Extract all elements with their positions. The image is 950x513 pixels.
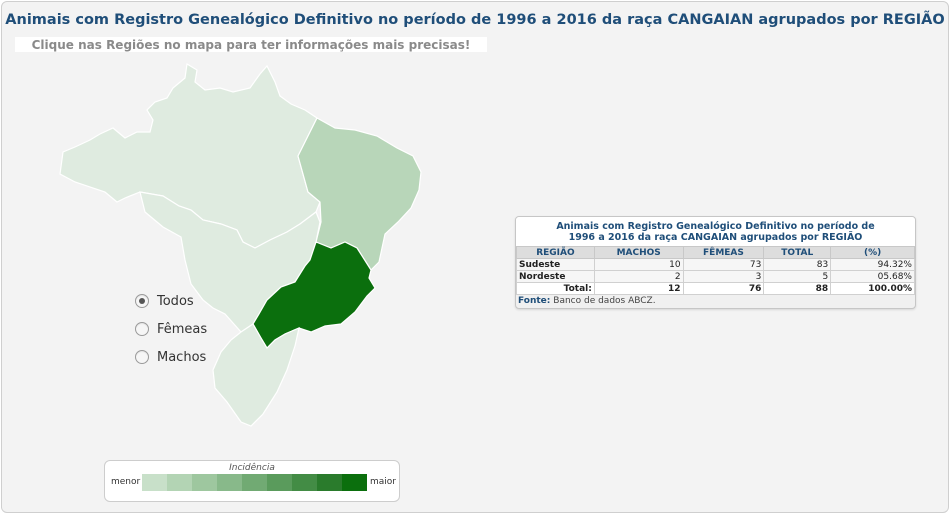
col-header-machos: MACHOS [593, 246, 684, 259]
filter-option-femeas[interactable]: Fêmeas [135, 315, 207, 343]
cell-machos: 10 [593, 258, 684, 271]
region-data-panel: Animais com Registro Genealógico Definit… [515, 216, 916, 309]
page-subtitle: Clique nas Regiões no mapa para ter info… [31, 38, 471, 52]
radio-todos[interactable] [135, 294, 149, 308]
subtitle-bar [15, 37, 487, 52]
col-header-regiao: REGIÃO [516, 246, 595, 259]
legend-swatch [292, 474, 317, 491]
legend-color-scale [142, 474, 367, 491]
legend-swatch [167, 474, 192, 491]
data-source: Fonte: Banco de dados ABCZ. [516, 295, 915, 307]
total-total: 88 [763, 282, 832, 295]
legend-title: Incidência [229, 463, 275, 473]
table-total-row: Total: 12 76 88 100.00% [516, 282, 915, 295]
region-table: REGIÃO MACHOS FÊMEAS TOTAL (%) Sudeste 1… [516, 246, 915, 295]
incidence-legend: Incidência menor maior [104, 460, 400, 502]
radio-label-femeas: Fêmeas [157, 321, 208, 337]
table-header-row: REGIÃO MACHOS FÊMEAS TOTAL (%) [516, 246, 915, 259]
region-sul[interactable] [212, 323, 300, 427]
cell-machos: 2 [593, 270, 684, 283]
cell-pct: 94.32% [830, 258, 915, 271]
cell-femeas: 73 [682, 258, 765, 271]
filter-option-todos[interactable]: Todos [135, 287, 207, 315]
total-label: Total: [516, 282, 595, 295]
total-machos: 12 [593, 282, 684, 295]
legend-swatch [242, 474, 267, 491]
col-header-total: TOTAL [763, 246, 832, 259]
legend-swatch [267, 474, 292, 491]
cell-pct: 05.68% [830, 270, 915, 283]
legend-max-label: maior [370, 477, 396, 487]
cell-total: 5 [763, 270, 832, 283]
page-title: Animais com Registro Genealógico Definit… [5, 12, 945, 28]
radio-femeas[interactable] [135, 322, 149, 336]
panel-title: Animais com Registro Genealógico Definit… [516, 217, 915, 246]
source-text: Banco de dados ABCZ. [553, 296, 656, 306]
legend-swatch [217, 474, 242, 491]
radio-label-todos: Todos [157, 293, 194, 309]
brazil-map [59, 63, 422, 427]
col-header-femeas: FÊMEAS [682, 246, 765, 259]
source-label: Fonte: [518, 296, 551, 306]
col-header-pct: (%) [830, 246, 915, 259]
filter-radio-group: Todos Fêmeas Machos [135, 287, 207, 371]
cell-total: 83 [763, 258, 832, 271]
legend-swatch [342, 474, 367, 491]
radio-machos[interactable] [135, 350, 149, 364]
table-row: Nordeste 2 3 5 05.68% [516, 270, 915, 283]
cell-femeas: 3 [682, 270, 765, 283]
cell-region: Nordeste [516, 270, 595, 283]
cell-region: Sudeste [516, 258, 595, 271]
legend-swatch [142, 474, 167, 491]
total-pct: 100.00% [830, 282, 915, 295]
radio-label-machos: Machos [157, 349, 207, 365]
legend-swatch [192, 474, 217, 491]
region-nordeste[interactable] [297, 117, 422, 271]
legend-swatch [317, 474, 342, 491]
filter-option-machos[interactable]: Machos [135, 343, 207, 371]
table-row: Sudeste 10 73 83 94.32% [516, 258, 915, 271]
legend-min-label: menor [111, 477, 141, 487]
total-femeas: 76 [682, 282, 765, 295]
